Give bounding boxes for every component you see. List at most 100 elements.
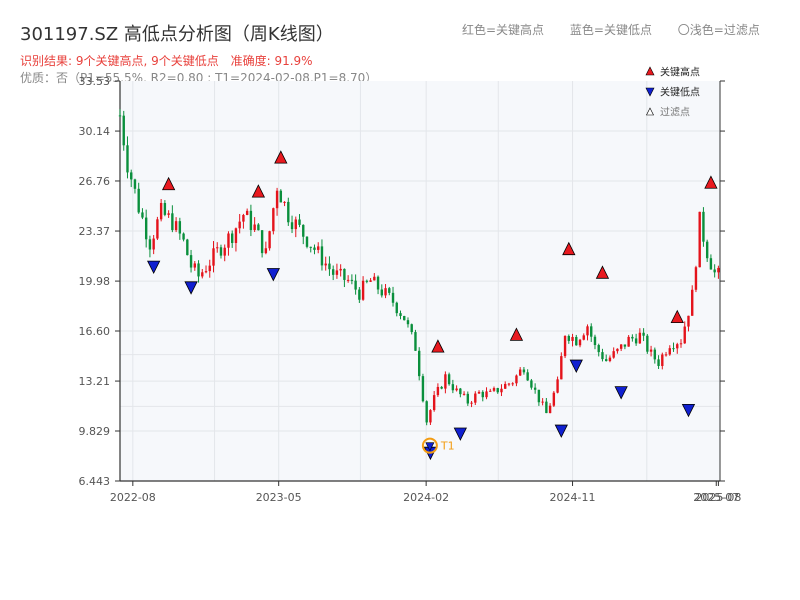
- candle-body: [171, 213, 174, 231]
- candle-body: [649, 349, 653, 352]
- chart-title: 301197.SZ 高低点分析图（周K线图）: [20, 24, 334, 45]
- candle-body: [208, 265, 211, 272]
- candle-body: [672, 348, 675, 350]
- candle-body: [563, 335, 567, 357]
- candle-body: [380, 289, 383, 296]
- candle-body: [242, 214, 245, 222]
- candle-body: [313, 247, 316, 250]
- candle-body: [545, 401, 548, 414]
- candle-body: [163, 202, 167, 215]
- candle-body: [219, 247, 223, 256]
- t1-low-marker: [425, 442, 435, 452]
- candle-body: [365, 280, 369, 282]
- candle-body: [436, 386, 440, 396]
- x-tick-label: 2025-07: [693, 491, 739, 504]
- candle-body: [444, 374, 447, 389]
- candle-body: [376, 276, 380, 290]
- candle-body: [709, 258, 713, 270]
- candle-body: [290, 222, 294, 230]
- candle-body: [481, 391, 484, 398]
- candle-body: [604, 359, 608, 362]
- candle-body: [118, 115, 122, 117]
- candle-body: [302, 224, 305, 237]
- candle-body: [541, 401, 544, 403]
- candle-body: [148, 239, 152, 250]
- candle-body: [713, 269, 716, 273]
- top-color-legend: 红色=关键高点 蓝色=关键低点 〇浅色=过滤点: [462, 21, 782, 38]
- key-low-marker: [184, 281, 198, 295]
- candle-body: [395, 302, 398, 314]
- candle-body: [627, 336, 630, 347]
- candle-body: [687, 315, 690, 327]
- candle-body: [272, 208, 275, 232]
- candle-body: [264, 248, 268, 254]
- candle-body: [216, 247, 219, 249]
- legend-filtered-icon: [646, 107, 654, 116]
- x-axis: 2022-08 2023-05 2024-02 2024-11 2025-072025-…: [110, 81, 741, 504]
- candle-body: [417, 350, 421, 377]
- candle-body: [141, 212, 144, 218]
- candle-body: [586, 326, 589, 336]
- key-high-marker: [670, 309, 684, 324]
- candle-body: [410, 324, 413, 333]
- candle-body: [717, 267, 720, 273]
- candle-body: [470, 402, 473, 404]
- x-tick-label: 2022-08: [110, 491, 156, 504]
- x-tick-label: 2024-11: [550, 491, 596, 504]
- y-tick-label: 6.443: [79, 475, 111, 488]
- candle-body: [126, 145, 129, 173]
- candle-body: [361, 280, 365, 300]
- y-tick-label: 13.21: [79, 375, 111, 388]
- x-tick-label: 2023-05: [256, 491, 302, 504]
- candle-body: [653, 349, 657, 360]
- candle-body: [691, 289, 694, 316]
- candle-body: [537, 389, 541, 403]
- candle-body: [227, 233, 230, 248]
- x-tick-label: 2024-02: [403, 491, 449, 504]
- candle-body: [174, 221, 178, 231]
- candle-body: [560, 356, 563, 380]
- t1-marker: T1: [421, 437, 455, 454]
- candle-body: [679, 343, 683, 345]
- candle-body: [275, 190, 279, 209]
- candle-body: [167, 213, 170, 215]
- candle-body: [552, 392, 556, 406]
- candle-body: [507, 383, 511, 385]
- candle-body: [646, 335, 649, 352]
- candle-body: [421, 376, 425, 402]
- y-tick-label: 33.53: [79, 75, 111, 88]
- candle-body: [429, 410, 432, 423]
- candle-body: [612, 351, 615, 358]
- candle-body: [414, 332, 417, 351]
- candle-body: [601, 352, 604, 360]
- candle-body: [279, 190, 283, 203]
- candle-body: [369, 280, 372, 282]
- candle-body: [144, 217, 148, 240]
- y-tick-label: 23.37: [79, 225, 111, 238]
- candle-body: [698, 211, 701, 268]
- candles: [118, 109, 720, 426]
- candle-body: [447, 374, 451, 385]
- candle-body: [634, 338, 638, 344]
- candle-body: [590, 326, 593, 337]
- candle-body: [223, 247, 226, 256]
- y-tick-label: 30.14: [79, 125, 111, 138]
- candle-body: [571, 336, 574, 341]
- candle-body: [268, 231, 271, 249]
- candle-body: [705, 241, 709, 259]
- candle-body: [324, 263, 327, 266]
- candle-body: [619, 344, 623, 349]
- key-high-marker: [704, 175, 718, 189]
- candle-body: [485, 391, 488, 398]
- candle-body: [406, 320, 410, 325]
- key-low-marker: [569, 359, 583, 373]
- candle-body: [122, 115, 125, 146]
- y-tick-label: 9.829: [79, 425, 111, 438]
- t1-label: T1: [440, 440, 455, 453]
- candle-body: [694, 267, 698, 290]
- y-tick-label: 19.98: [79, 275, 111, 288]
- candle-body: [287, 201, 290, 223]
- candle-body: [631, 336, 634, 339]
- candle-body: [668, 348, 671, 355]
